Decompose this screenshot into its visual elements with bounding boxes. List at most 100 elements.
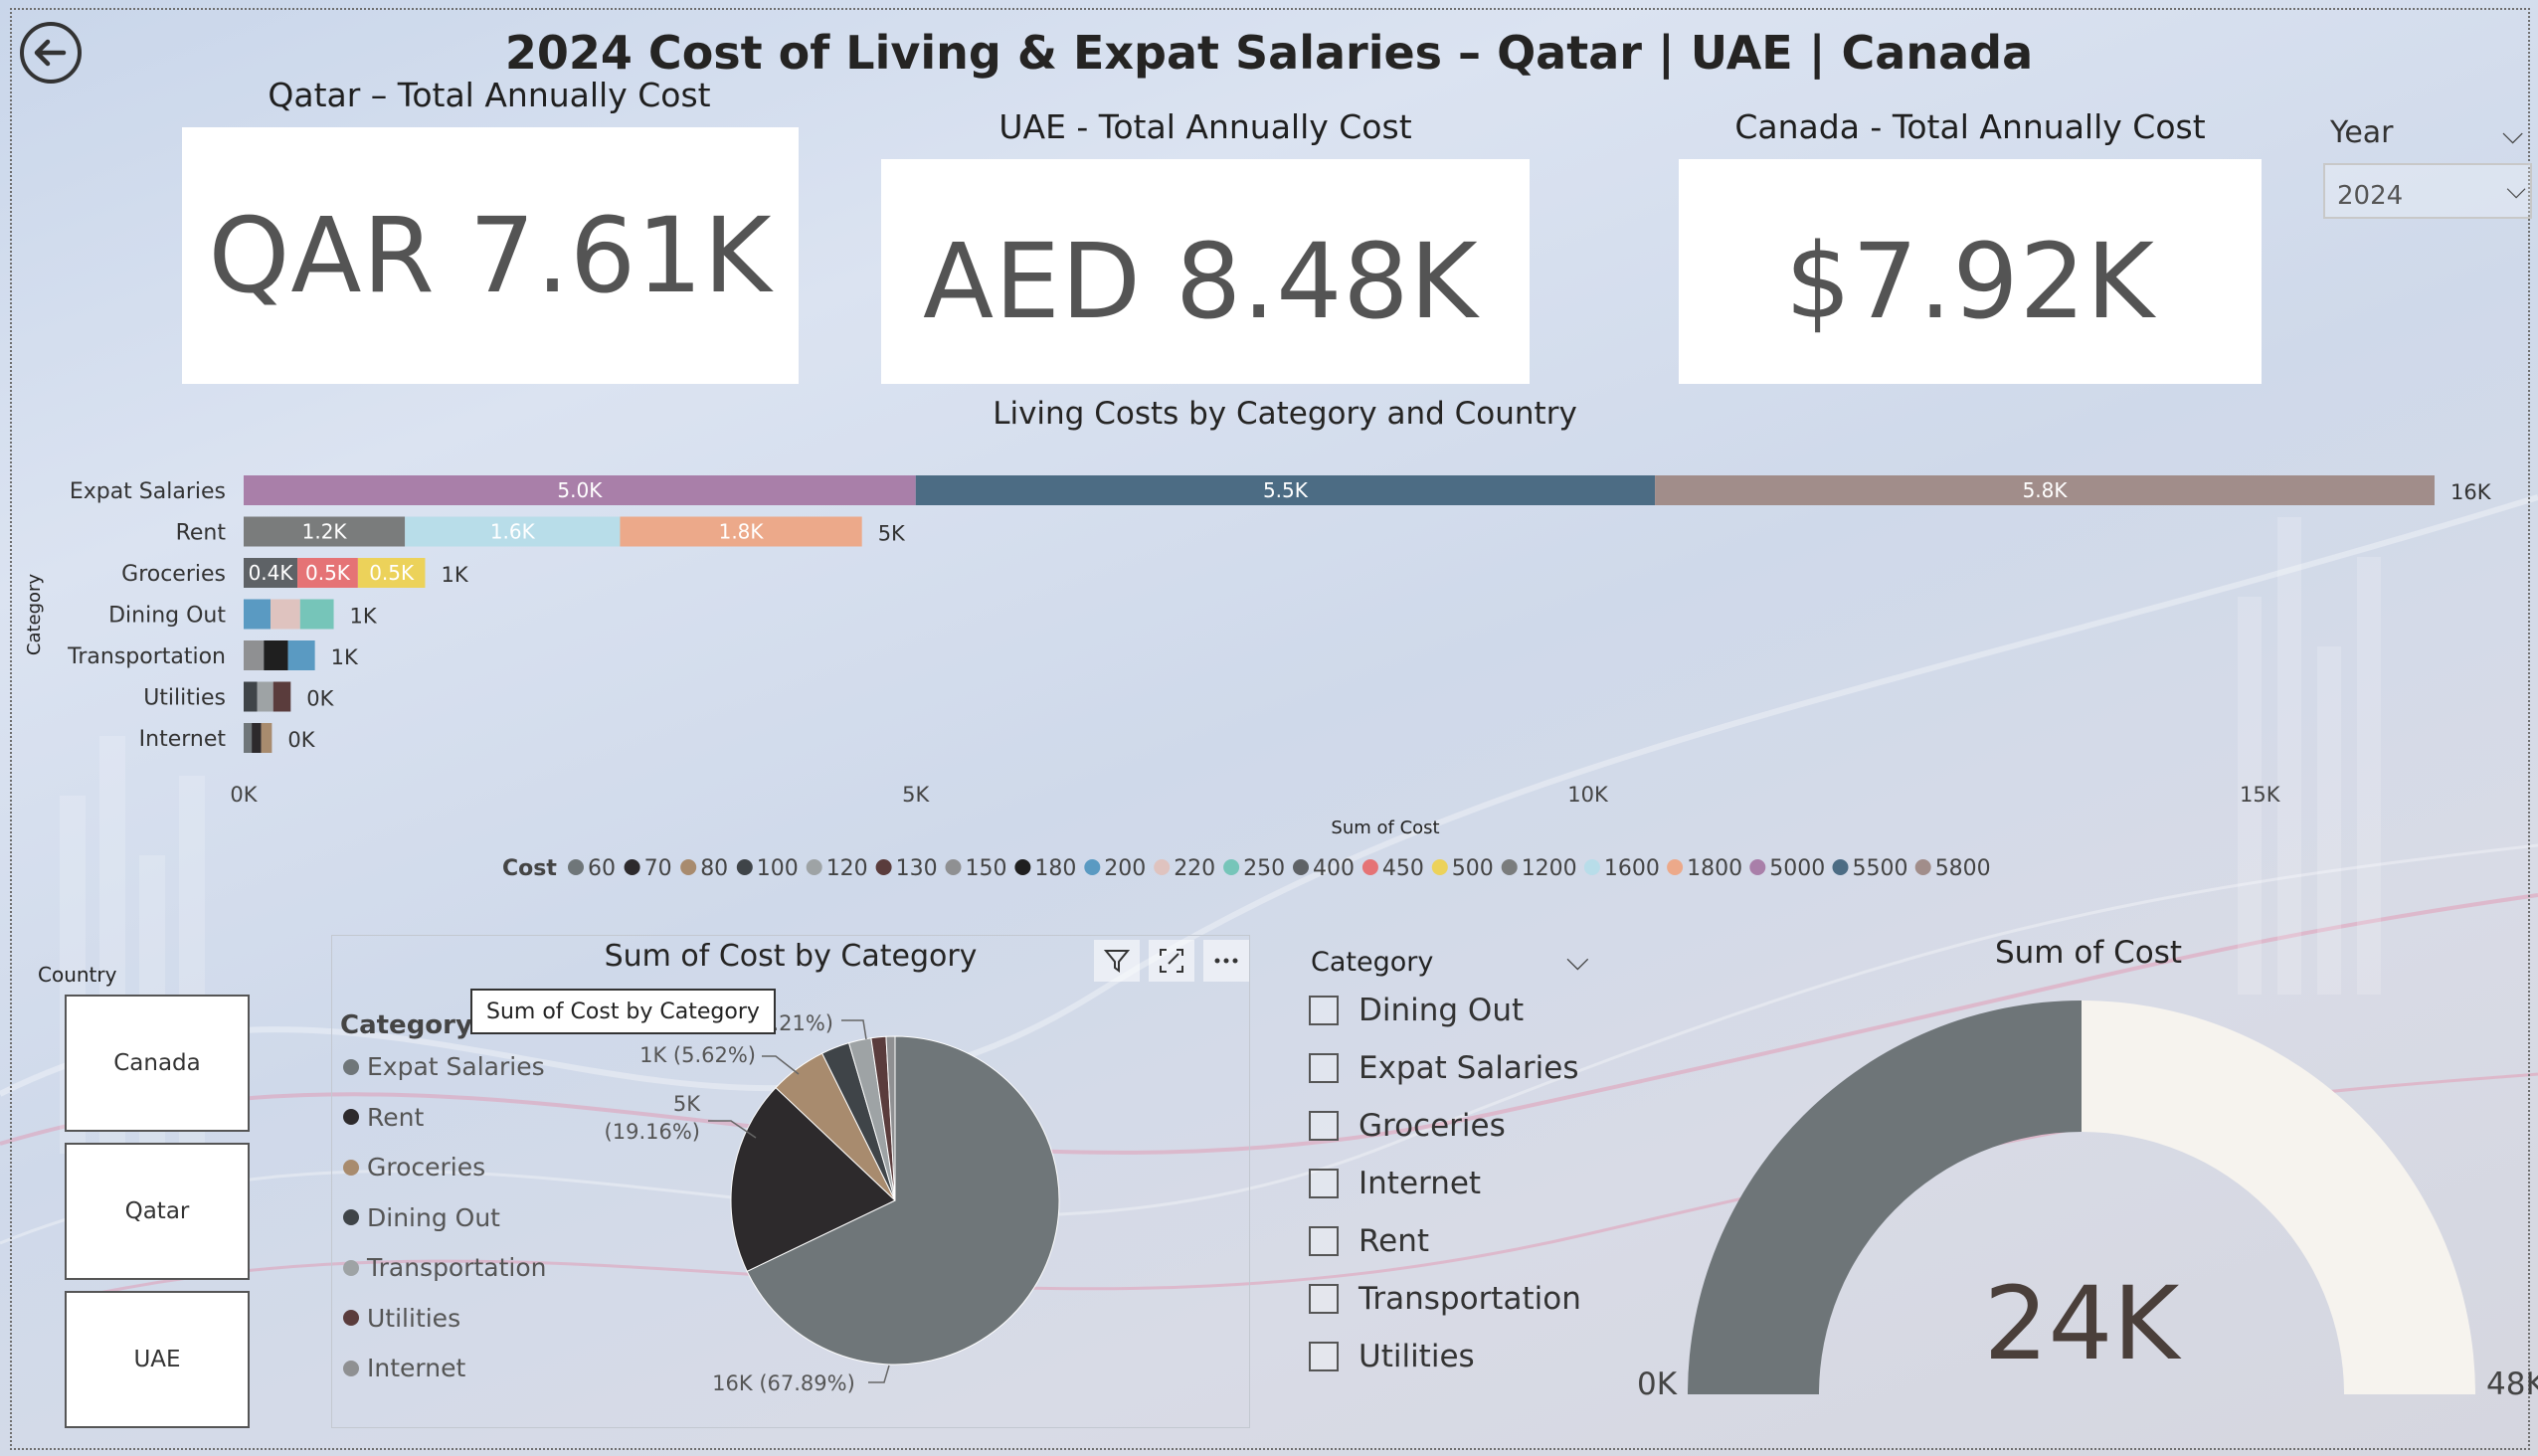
- pie-legend-item[interactable]: Transportation: [343, 1253, 547, 1282]
- pie-slice[interactable]: [885, 1035, 896, 1201]
- year-dropdown[interactable]: 2024 ⌵: [2323, 163, 2532, 219]
- more-options-icon[interactable]: [1203, 940, 1249, 982]
- bar-segment[interactable]: [257, 681, 273, 712]
- bar-legend-item[interactable]: 100: [736, 856, 799, 881]
- x-tick-label: 5K: [902, 783, 930, 807]
- back-button[interactable]: [20, 22, 82, 84]
- checkbox[interactable]: [1309, 1111, 1339, 1141]
- focus-mode-icon[interactable]: [1149, 940, 1194, 982]
- bar-row[interactable]: Dining Out 1K: [108, 599, 378, 630]
- checkbox[interactable]: [1309, 996, 1339, 1025]
- bar-segment[interactable]: [264, 640, 288, 670]
- bar-legend-item[interactable]: 200: [1084, 856, 1146, 881]
- legend-swatch: [343, 1109, 359, 1125]
- bar-segment[interactable]: [244, 723, 253, 753]
- country-button-canada[interactable]: Canada: [65, 995, 250, 1132]
- bar-total-label: 1K: [331, 645, 359, 669]
- legend-swatch: [1223, 859, 1240, 875]
- bar-legend-item[interactable]: 1200: [1501, 856, 1577, 881]
- bar-segment[interactable]: [620, 516, 862, 547]
- country-button-uae[interactable]: UAE: [65, 1291, 250, 1428]
- bar-legend-item[interactable]: 130: [875, 856, 938, 881]
- bar-segment[interactable]: [405, 516, 621, 547]
- checkbox[interactable]: [1309, 1284, 1339, 1314]
- category-option[interactable]: Dining Out: [1309, 993, 1524, 1028]
- bar-segment[interactable]: [244, 640, 265, 670]
- legend-swatch: [1014, 859, 1031, 875]
- checkbox[interactable]: [1309, 1169, 1339, 1198]
- bar-segment[interactable]: [297, 558, 358, 588]
- pie-legend-item[interactable]: Rent: [343, 1103, 424, 1132]
- bar-segment[interactable]: [271, 599, 300, 630]
- kpi-card-uae[interactable]: AED 8.48K: [881, 159, 1530, 384]
- bar-segment[interactable]: [252, 723, 262, 753]
- bar-legend-item[interactable]: 400: [1293, 856, 1355, 881]
- category-option[interactable]: Groceries: [1309, 1108, 1506, 1144]
- chevron-down-icon[interactable]: ⌵: [1566, 943, 1589, 978]
- legend-label: 120: [826, 856, 868, 881]
- category-option[interactable]: Internet: [1309, 1166, 1481, 1201]
- bar-segment[interactable]: [261, 723, 272, 753]
- bar-row[interactable]: Groceries 0.4K 0.5K 0.5K 1K: [121, 558, 469, 588]
- living-costs-bar-chart[interactable]: Living Costs by Category and Country Cat…: [0, 398, 2538, 905]
- bar-legend-item[interactable]: 1800: [1667, 856, 1742, 881]
- bar-legend-item[interactable]: 450: [1361, 856, 1424, 881]
- bar-legend-item[interactable]: 5500: [1832, 856, 1908, 881]
- bar-legend-item[interactable]: 250: [1223, 856, 1285, 881]
- checkbox[interactable]: [1309, 1053, 1339, 1083]
- category-option[interactable]: Expat Salaries: [1309, 1050, 1578, 1086]
- bar-legend-item[interactable]: 60: [568, 856, 616, 881]
- checkbox[interactable]: [1309, 1342, 1339, 1371]
- checkbox[interactable]: [1309, 1226, 1339, 1256]
- bar-segment[interactable]: [244, 516, 406, 547]
- bar-segment[interactable]: [272, 681, 291, 712]
- bar-legend-item[interactable]: 5800: [1914, 856, 1991, 881]
- bar-segment[interactable]: [244, 599, 272, 630]
- bar-segment[interactable]: [244, 558, 298, 588]
- bar-segment[interactable]: [244, 475, 916, 505]
- bar-legend-item[interactable]: 80: [680, 856, 728, 881]
- category-option-label: Utilities: [1359, 1339, 1475, 1374]
- category-option[interactable]: Transportation: [1309, 1281, 1581, 1317]
- bar-row[interactable]: Transportation 1K: [67, 640, 359, 670]
- pie-legend-item[interactable]: Internet: [343, 1354, 465, 1382]
- bar-segment[interactable]: [1655, 475, 2435, 505]
- bar-legend-item[interactable]: 220: [1154, 856, 1215, 881]
- bar-legend-item[interactable]: 180: [1014, 856, 1076, 881]
- country-button-qatar[interactable]: Qatar: [65, 1143, 250, 1280]
- bar-legend-item[interactable]: 5000: [1749, 856, 1825, 881]
- bar-legend-item[interactable]: 120: [806, 856, 868, 881]
- bar-legend-item[interactable]: 150: [945, 856, 1007, 881]
- bar-segment[interactable]: [357, 558, 426, 588]
- bar-segment-label: 5.5K: [1263, 478, 1309, 502]
- bar-segment[interactable]: [299, 599, 334, 630]
- bar-row[interactable]: Rent 1.2K 1.6K 1.8K 5K: [176, 516, 906, 547]
- bar-segment[interactable]: [244, 681, 258, 712]
- pie-slice[interactable]: [746, 1035, 1060, 1365]
- pie-legend-item[interactable]: Utilities: [343, 1304, 460, 1333]
- pie-legend-item[interactable]: Groceries: [343, 1153, 485, 1182]
- bar-legend-item[interactable]: 500: [1431, 856, 1494, 881]
- bar-row[interactable]: Utilities 0K: [143, 681, 335, 712]
- bar-segment[interactable]: [287, 640, 315, 670]
- pie-legend-item[interactable]: Dining Out: [343, 1203, 500, 1232]
- bar-legend-item[interactable]: 70: [624, 856, 672, 881]
- pie-legend-item[interactable]: Expat Salaries: [343, 1052, 545, 1081]
- bar-row[interactable]: Expat Salaries 5.0K 5.5K 5.8K 16K: [70, 475, 2492, 505]
- kpi-card-qatar[interactable]: QAR 7.61K: [182, 127, 799, 384]
- category-label: Rent: [176, 521, 227, 546]
- sum-of-cost-gauge[interactable]: 24K 0K 48K: [1591, 955, 2538, 1452]
- bar-legend-item[interactable]: 1600: [1583, 856, 1660, 881]
- chevron-down-icon[interactable]: ⌵: [2502, 117, 2524, 150]
- legend-label: 1600: [1604, 856, 1660, 881]
- bar-row[interactable]: Internet 0K: [139, 723, 316, 753]
- kpi-card-canada[interactable]: $7.92K: [1679, 159, 2262, 384]
- pie-chart-panel[interactable]: [331, 935, 1250, 1428]
- leader-line: [708, 1120, 757, 1139]
- pie-slice[interactable]: [730, 1086, 896, 1272]
- category-option[interactable]: Utilities: [1309, 1339, 1475, 1374]
- filter-icon[interactable]: [1094, 940, 1140, 982]
- pie-chart[interactable]: 16K (67.89%)5K(19.16%)1K (5.62%)2.21%): [331, 935, 1250, 1428]
- category-option[interactable]: Rent: [1309, 1223, 1429, 1259]
- bar-segment[interactable]: [915, 475, 1656, 505]
